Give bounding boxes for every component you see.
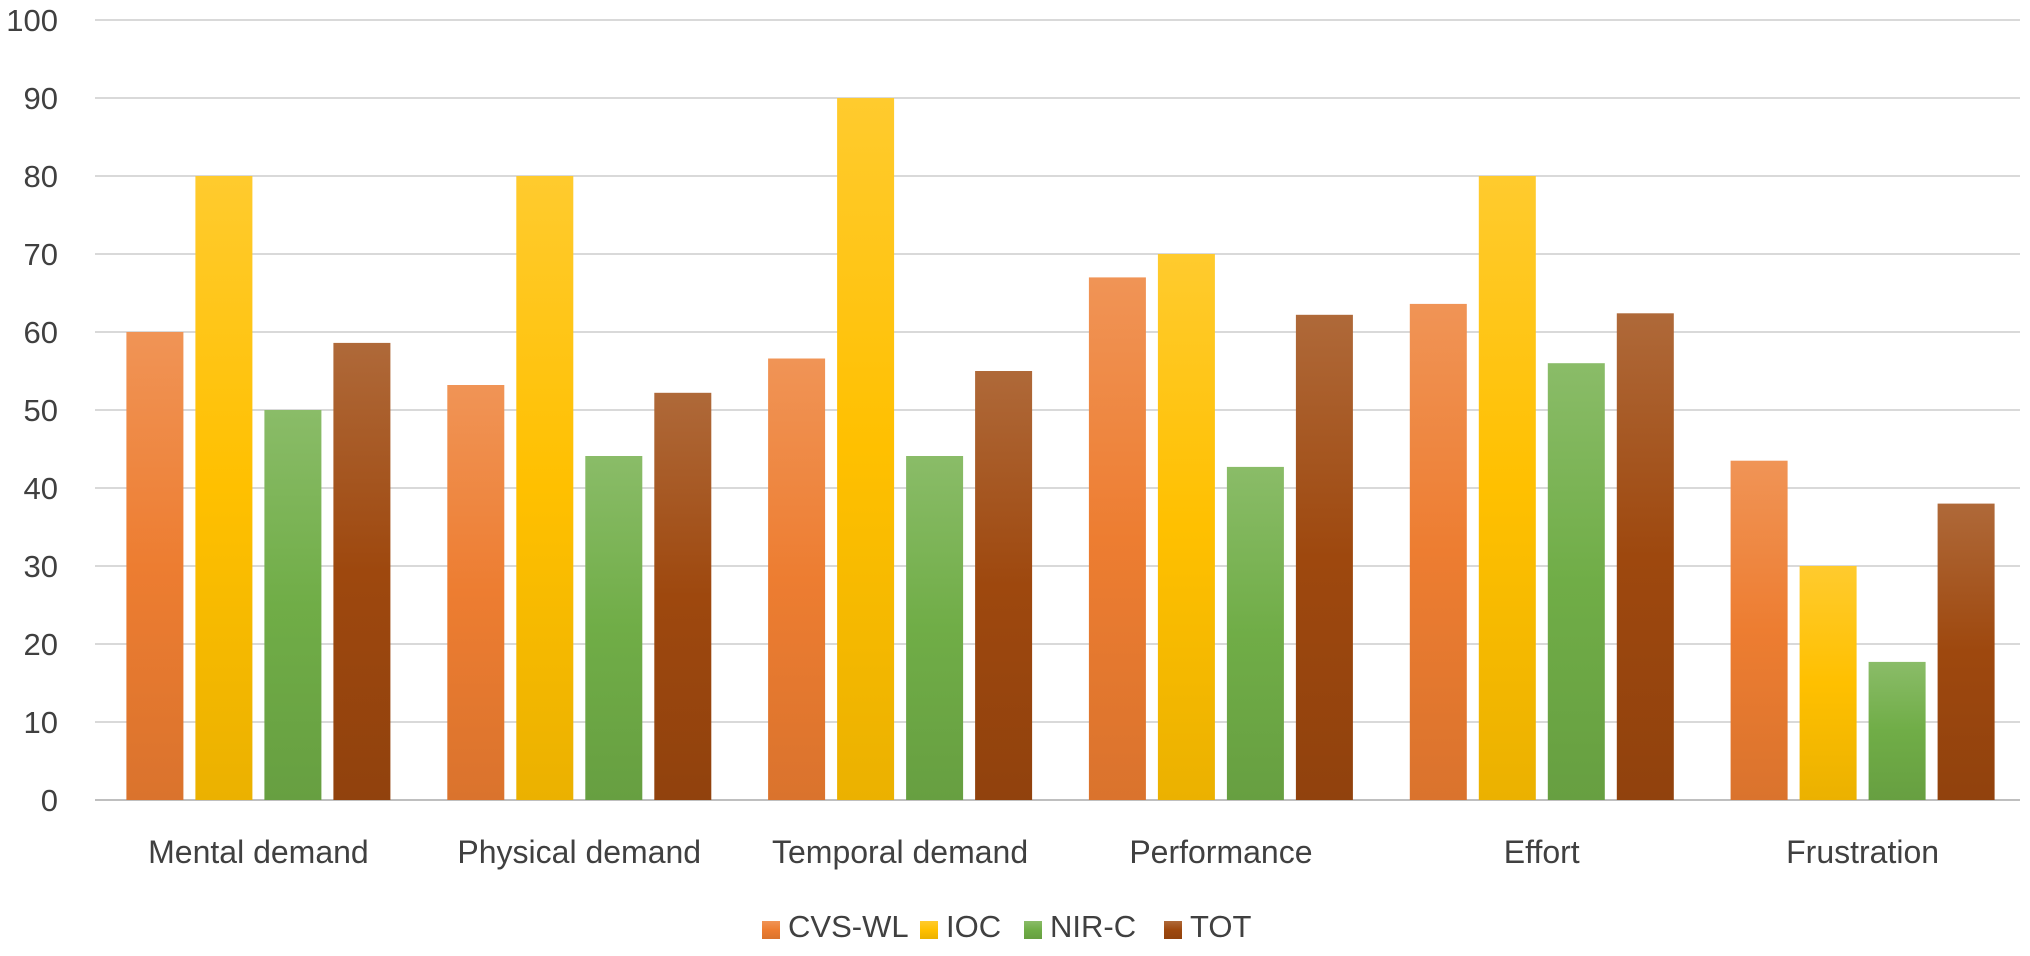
bar-cvs-wl-performance	[1088, 277, 1146, 800]
legend-swatch	[1164, 921, 1182, 939]
bar-tot-temporal-demand	[975, 371, 1033, 800]
legend-item-nir-c: NIR-C	[1024, 909, 1136, 944]
legend-label: TOT	[1190, 909, 1251, 944]
bars	[126, 98, 1995, 800]
x-category-label: Physical demand	[457, 834, 701, 870]
legend-label: CVS-WL	[788, 909, 909, 944]
gridlines	[95, 19, 2020, 801]
bar-nir-c-mental-demand	[264, 410, 322, 800]
legend-item-tot: TOT	[1164, 909, 1251, 944]
y-tick-label: 0	[41, 783, 58, 818]
legend-label: NIR-C	[1050, 909, 1136, 944]
bar-nir-c-effort	[1547, 363, 1605, 800]
y-tick-label: 10	[24, 705, 58, 740]
y-tick-label: 40	[24, 471, 58, 506]
bar-nir-c-temporal-demand	[906, 456, 964, 800]
bar-tot-frustration	[1937, 503, 1995, 800]
x-axis-labels: Mental demand Physical demand Temporal dem…	[148, 834, 1939, 870]
bar-nir-c-frustration	[1868, 661, 1926, 800]
legend-swatch	[920, 921, 938, 939]
x-category-label: Effort	[1504, 834, 1580, 870]
legend-swatch	[1024, 921, 1042, 939]
bar-ioc-physical-demand	[516, 176, 574, 800]
bar-tot-performance	[1295, 314, 1353, 800]
y-tick-label: 70	[24, 237, 58, 272]
bar-cvs-wl-physical-demand	[447, 385, 505, 800]
bar-cvs-wl-effort	[1409, 303, 1467, 800]
legend-label: IOC	[946, 909, 1001, 944]
bar-cvs-wl-mental-demand	[126, 332, 184, 800]
bar-ioc-performance	[1157, 254, 1215, 800]
y-tick-label: 80	[24, 159, 58, 194]
y-tick-label: 50	[24, 393, 58, 428]
legend-item-ioc: IOC	[920, 909, 1001, 944]
y-axis-ticks: 0 10 20 30 40 50 60 70 80 90 100	[6, 3, 58, 818]
legend: CVS-WL IOC NIR-C TOT	[762, 909, 1251, 944]
bar-ioc-effort	[1478, 176, 1536, 800]
bar-ioc-temporal-demand	[837, 98, 895, 800]
bar-ioc-mental-demand	[195, 176, 253, 800]
legend-item-cvs-wl: CVS-WL	[762, 909, 909, 944]
bar-tot-effort	[1616, 313, 1674, 800]
legend-swatch	[762, 921, 780, 939]
bar-tot-physical-demand	[654, 392, 712, 800]
bar-cvs-wl-frustration	[1730, 460, 1788, 800]
x-category-label: Performance	[1129, 834, 1312, 870]
y-tick-label: 60	[24, 315, 58, 350]
y-tick-label: 20	[24, 627, 58, 662]
bar-ioc-frustration	[1799, 566, 1857, 800]
x-category-label: Temporal demand	[772, 834, 1028, 870]
bar-tot-mental-demand	[333, 342, 391, 800]
y-tick-label: 100	[6, 3, 58, 38]
x-category-label: Mental demand	[148, 834, 369, 870]
bar-cvs-wl-temporal-demand	[768, 358, 826, 800]
bar-nir-c-performance	[1226, 466, 1284, 800]
y-tick-label: 90	[24, 81, 58, 116]
y-tick-label: 30	[24, 549, 58, 584]
x-category-label: Frustration	[1786, 834, 1939, 870]
bar-nir-c-physical-demand	[585, 456, 643, 800]
